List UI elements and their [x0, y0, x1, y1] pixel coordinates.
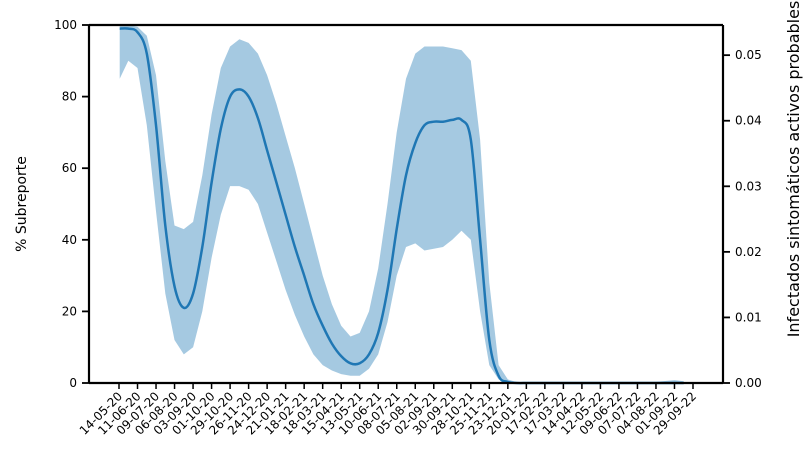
y-tick-label: 0 — [69, 376, 77, 390]
left-y-ticks: 0 20 40 60 80 100 — [54, 18, 89, 390]
x-ticks: 14-05-2011-06-2009-07-2006-08-2003-09-20… — [77, 383, 699, 438]
y2-axis-label: Infectados sintomáticos activos probable… — [784, 1, 803, 338]
y-axis-label: % Subreporte — [14, 156, 30, 252]
y-tick-label: 40 — [62, 233, 77, 247]
right-y-ticks: 0.00 0.01 0.02 0.03 0.04 0.05 — [723, 48, 762, 390]
y-tick-label: 80 — [62, 90, 77, 104]
axes-layer — [87, 23, 725, 385]
y2-tick-label: 0.01 — [735, 310, 762, 324]
y-tick-label: 100 — [54, 18, 77, 32]
y-tick-label: 60 — [62, 161, 77, 175]
y2-tick-label: 0.05 — [735, 48, 762, 62]
y-tick-label: 20 — [62, 304, 77, 318]
y2-tick-label: 0.03 — [735, 179, 762, 193]
y2-tick-label: 0.00 — [735, 376, 762, 390]
y2-tick-label: 0.02 — [735, 245, 762, 259]
y2-tick-label: 0.04 — [735, 114, 762, 128]
